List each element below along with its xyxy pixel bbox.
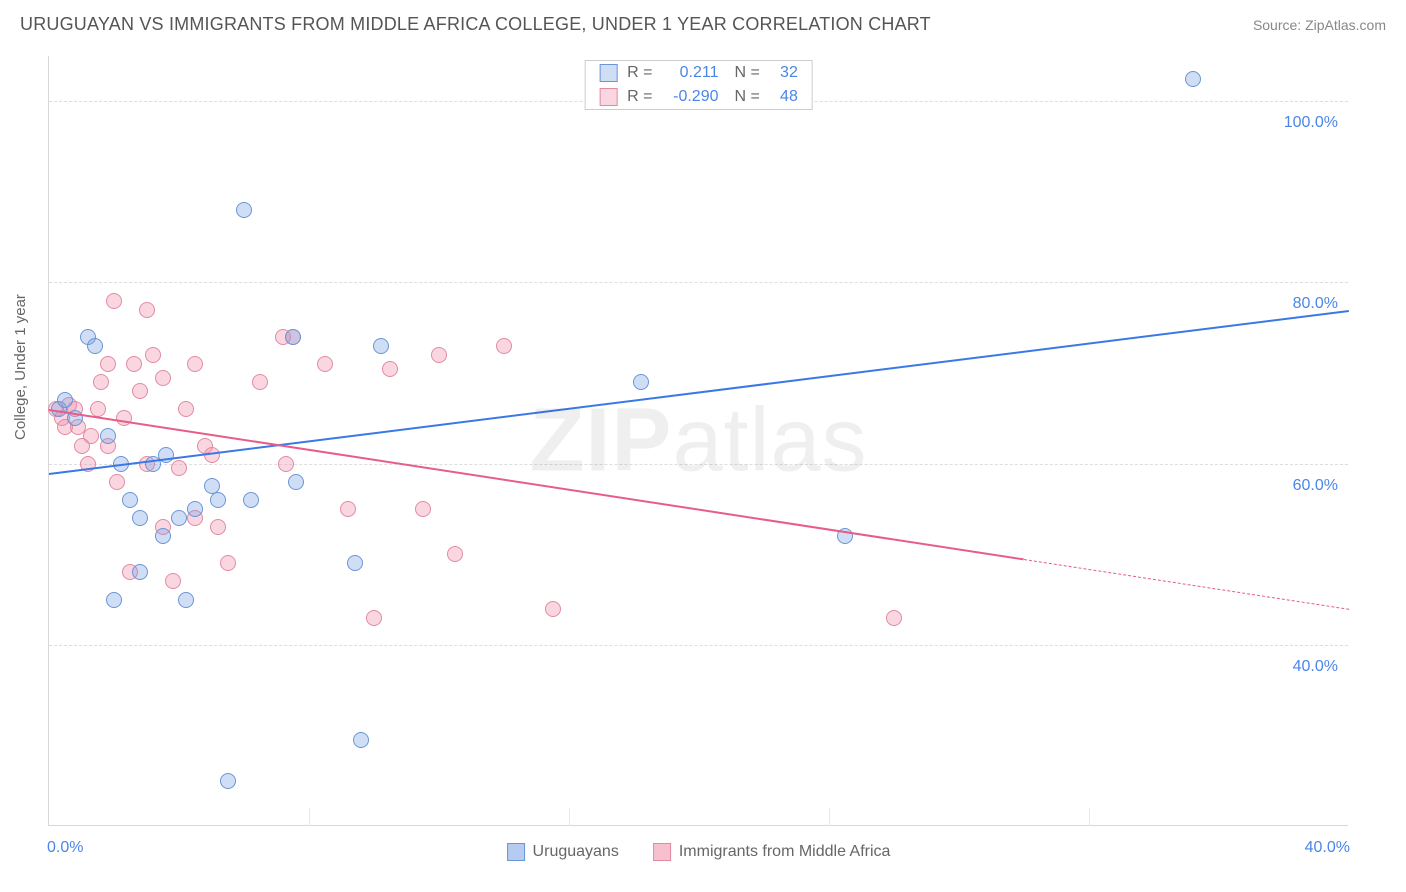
page-title: URUGUAYAN VS IMMIGRANTS FROM MIDDLE AFRI… — [20, 14, 931, 35]
data-point — [106, 293, 122, 309]
trend-line — [49, 409, 1024, 560]
data-point — [139, 302, 155, 318]
data-point — [178, 401, 194, 417]
legend-label: Uruguayans — [533, 843, 619, 861]
data-point — [100, 356, 116, 372]
gridline-v — [569, 808, 570, 826]
data-point — [87, 338, 103, 354]
data-point — [100, 428, 116, 444]
data-point — [171, 510, 187, 526]
y-tick-label: 40.0% — [1293, 658, 1338, 676]
legend-stat-row: R = -0.290 N = 48 — [585, 85, 812, 109]
data-point — [132, 564, 148, 580]
data-point — [187, 501, 203, 517]
gridline-v — [309, 808, 310, 826]
data-point — [220, 555, 236, 571]
trend-line — [1024, 559, 1349, 610]
data-point — [496, 338, 512, 354]
data-point — [109, 474, 125, 490]
data-point — [83, 428, 99, 444]
legend-swatch — [653, 843, 671, 861]
legend-R-label: R = — [627, 64, 652, 82]
x-tick-label: 40.0% — [1305, 839, 1350, 857]
legend-N-value: 32 — [770, 64, 798, 82]
data-point — [347, 555, 363, 571]
data-point — [210, 519, 226, 535]
data-point — [382, 361, 398, 377]
data-point — [145, 347, 161, 363]
data-point — [210, 492, 226, 508]
data-point — [155, 528, 171, 544]
y-tick-label: 60.0% — [1293, 477, 1338, 495]
data-point — [545, 601, 561, 617]
data-point — [220, 773, 236, 789]
data-point — [171, 460, 187, 476]
legend-series: Uruguayans Immigrants from Middle Africa — [507, 843, 891, 861]
gridline-h — [49, 464, 1348, 465]
data-point — [178, 592, 194, 608]
data-point — [252, 374, 268, 390]
y-axis-title: College, Under 1 year — [12, 294, 29, 440]
legend-swatch — [599, 64, 617, 82]
data-point — [93, 374, 109, 390]
gridline-v — [1089, 808, 1090, 826]
legend-item: Immigrants from Middle Africa — [653, 843, 891, 861]
legend-N-value: 48 — [770, 88, 798, 106]
data-point — [373, 338, 389, 354]
source-attribution: Source: ZipAtlas.com — [1253, 17, 1386, 33]
data-point — [447, 546, 463, 562]
data-point — [278, 456, 294, 472]
data-point — [340, 501, 356, 517]
data-point — [132, 383, 148, 399]
y-tick-label: 80.0% — [1293, 295, 1338, 313]
data-point — [236, 202, 252, 218]
gridline-h — [49, 645, 1348, 646]
data-point — [366, 610, 382, 626]
data-point — [317, 356, 333, 372]
y-tick-label: 100.0% — [1284, 114, 1338, 132]
data-point — [243, 492, 259, 508]
legend-label: Immigrants from Middle Africa — [679, 843, 891, 861]
data-point — [415, 501, 431, 517]
data-point — [187, 356, 203, 372]
gridline-v — [829, 808, 830, 826]
data-point — [1185, 71, 1201, 87]
data-point — [431, 347, 447, 363]
legend-swatch — [507, 843, 525, 861]
data-point — [165, 573, 181, 589]
data-point — [285, 329, 301, 345]
data-point — [288, 474, 304, 490]
legend-swatch — [599, 88, 617, 106]
data-point — [116, 410, 132, 426]
data-point — [633, 374, 649, 390]
legend-R-value: -0.290 — [663, 88, 719, 106]
x-tick-label: 0.0% — [47, 839, 83, 857]
data-point — [353, 732, 369, 748]
legend-stats: R = 0.211 N = 32 R = -0.290 N = 48 — [584, 60, 813, 110]
trend-line — [49, 310, 1349, 475]
data-point — [57, 392, 73, 408]
gridline-h — [49, 282, 1348, 283]
legend-R-label: R = — [627, 88, 652, 106]
data-point — [886, 610, 902, 626]
legend-N-label: N = — [735, 88, 760, 106]
legend-N-label: N = — [735, 64, 760, 82]
data-point — [155, 370, 171, 386]
legend-stat-row: R = 0.211 N = 32 — [585, 61, 812, 85]
legend-R-value: 0.211 — [663, 64, 719, 82]
data-point — [122, 492, 138, 508]
data-point — [106, 592, 122, 608]
data-point — [132, 510, 148, 526]
legend-item: Uruguayans — [507, 843, 619, 861]
data-point — [126, 356, 142, 372]
correlation-chart: 40.0%60.0%80.0%100.0%0.0%40.0% ZIPatlas … — [48, 56, 1348, 826]
